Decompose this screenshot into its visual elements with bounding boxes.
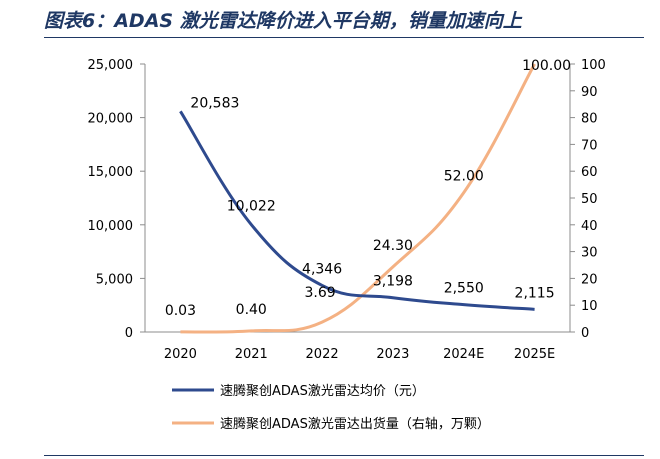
right-tick-label: 100 (581, 58, 606, 73)
right-tick-label: 90 (581, 85, 598, 100)
data-label-shipments: 3.69 (304, 285, 335, 301)
data-label-price: 3,198 (373, 274, 413, 290)
data-label-shipments: 100.00 (522, 58, 571, 74)
title-rule (44, 37, 644, 38)
data-label-price: 20,583 (190, 95, 239, 111)
right-tick-label: 20 (581, 272, 598, 287)
left-tick-label: 0 (125, 326, 133, 341)
right-tick-label: 10 (581, 299, 598, 314)
right-tick-label: 30 (581, 246, 598, 261)
data-label-price: 4,346 (302, 261, 342, 277)
data-label-shipments: 24.30 (373, 238, 413, 254)
right-tick-label: 40 (581, 219, 598, 234)
left-tick-label: 10,000 (88, 219, 134, 234)
right-tick-label: 70 (581, 138, 598, 153)
legend-label-shipments: 速腾聚创ADAS激光雷达出货量（右轴，万颗） (220, 416, 490, 432)
left-tick-label: 20,000 (88, 112, 134, 127)
right-tick-label: 60 (581, 165, 598, 180)
data-label-price: 2,115 (515, 285, 555, 301)
x-tick-label: 2022 (306, 347, 339, 362)
data-label-shipments: 0.40 (236, 302, 267, 318)
figure-title: 图表6：ADAS 激光雷达降价进入平台期，销量加速向上 (44, 10, 522, 32)
left-tick-label: 5,000 (96, 272, 133, 287)
data-label-price: 2,550 (444, 281, 484, 297)
data-label-price: 10,022 (227, 199, 276, 215)
legend-label-price: 速腾聚创ADAS激光雷达均价（元） (220, 383, 425, 399)
data-label-shipments: 0.03 (165, 303, 196, 319)
series-line-shipments (180, 63, 536, 334)
bottom-rule (44, 455, 644, 456)
x-tick-label: 2023 (376, 347, 409, 362)
left-tick-label: 25,000 (88, 58, 134, 73)
right-tick-label: 80 (581, 112, 598, 127)
x-tick-label: 2021 (235, 347, 268, 362)
right-tick-label: 50 (581, 192, 598, 207)
x-tick-label: 2025E (514, 347, 555, 362)
left-tick-label: 15,000 (88, 165, 134, 180)
x-tick-label: 2020 (164, 347, 197, 362)
series-line-price (179, 110, 535, 311)
data-label-shipments: 52.00 (444, 169, 484, 185)
x-tick-label: 2024E (443, 347, 484, 362)
right-tick-label: 0 (581, 326, 589, 341)
